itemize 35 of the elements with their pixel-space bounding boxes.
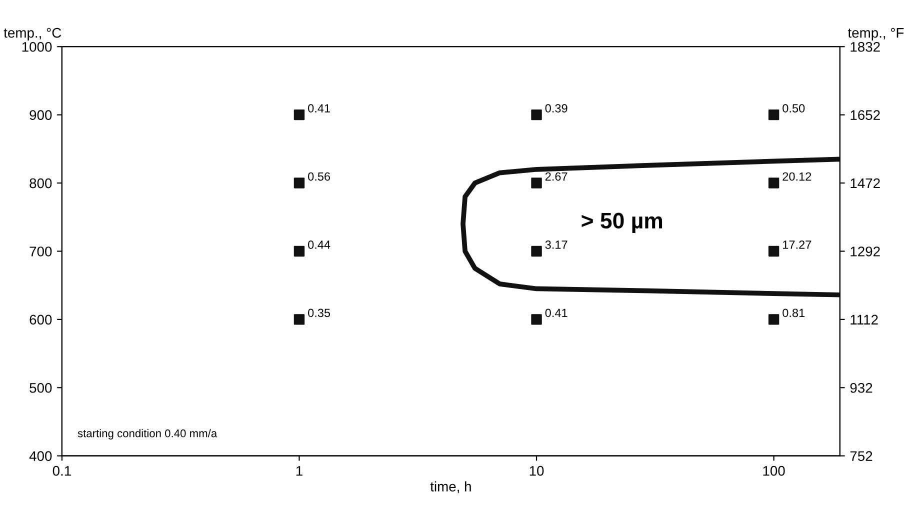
x-tick-label: 0.1 (52, 466, 71, 476)
y-tick-label: 1000 (22, 42, 52, 52)
y2-tick-label: 752 (850, 451, 872, 462)
annotation: 0.44 (308, 240, 330, 249)
y2-tick-label: 1832 (850, 42, 880, 52)
y2-tick-label: 1652 (850, 110, 880, 120)
y-tick-label: 600 (30, 314, 52, 325)
y-tick-label: 800 (30, 178, 52, 188)
annotation: 0.39 (545, 104, 568, 112)
y-tick-label: 700 (30, 246, 52, 256)
x-tick-label: 10 (530, 466, 544, 476)
y2-tick-label: 1112 (850, 314, 878, 324)
annotation: > 50 µm (582, 212, 662, 233)
x-axis-title: time, h (430, 481, 471, 494)
y2-tick-label: 1472 (850, 178, 880, 188)
x-tick-label: 100 (763, 466, 785, 476)
annotation: starting condition 0.40 mm/a (78, 429, 218, 440)
annotation: 20.12 (782, 172, 812, 181)
x-tick-label: 1 (296, 466, 302, 476)
annotation: 0.41 (545, 308, 568, 318)
annotation: 17.27 (783, 240, 812, 249)
y-axis-title: temp., °C (4, 28, 62, 40)
annotation: 0.56 (308, 172, 330, 181)
annotation: 3.17 (545, 240, 568, 249)
y2-axis-title: temp., °F (848, 28, 904, 40)
annotation: 0.35 (308, 308, 330, 318)
annotation: 0.50 (782, 104, 805, 112)
annotation: 2.67 (545, 172, 568, 181)
y2-tick-label: 932 (850, 382, 872, 393)
annotation: 0.81 (782, 308, 805, 318)
y2-tick-label: 1292 (850, 246, 880, 256)
y-tick-label: 900 (30, 110, 52, 120)
y-tick-label: 400 (29, 451, 52, 462)
y-tick-label: 500 (30, 382, 52, 393)
annotation: 0.41 (308, 104, 330, 112)
